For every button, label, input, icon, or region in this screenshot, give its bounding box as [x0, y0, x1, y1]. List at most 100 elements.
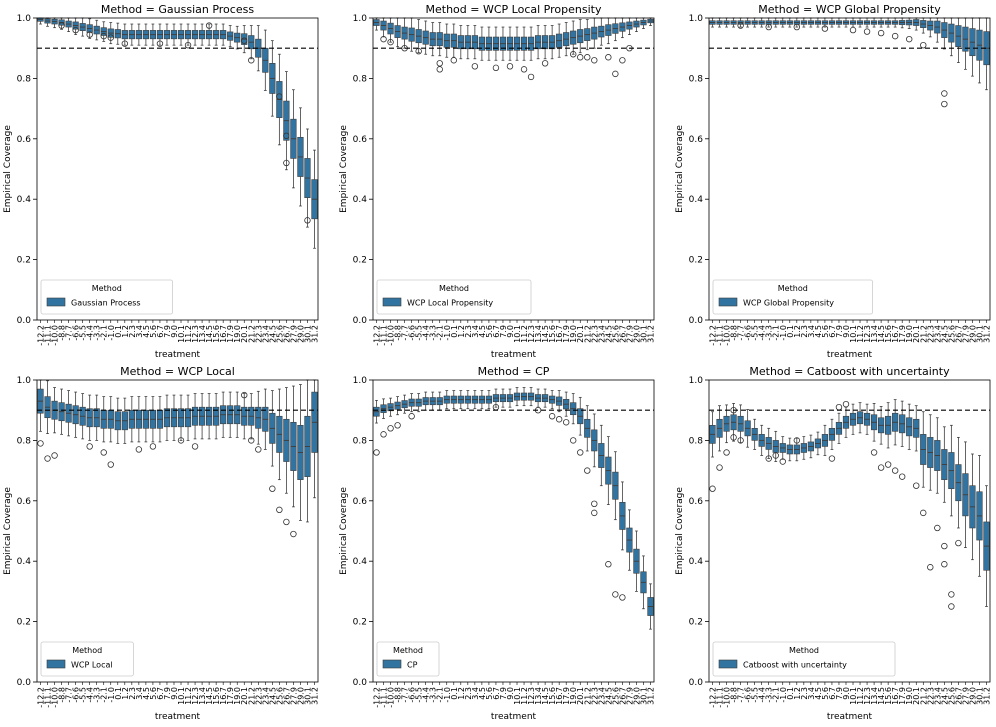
legend-title: Method	[439, 284, 469, 293]
x-tick-label: 25.6	[275, 325, 284, 343]
x-tick-label: 13.4	[534, 325, 543, 343]
x-tick-label: 4.5	[142, 687, 151, 700]
y-tick-label: 0.2	[353, 618, 367, 628]
x-tick-label: -10.0	[387, 687, 396, 708]
x-tick-label: 26.7	[954, 687, 963, 705]
x-tick-label: -8.8	[58, 325, 67, 341]
outlier-point	[283, 159, 290, 167]
x-tick-label: -6.6	[408, 325, 417, 341]
y-axis-label: Empirical Coverage	[675, 125, 685, 213]
x-tick-label: -2.1	[436, 325, 445, 341]
x-tick-label: -7.7	[401, 325, 410, 341]
x-tick-label: 30.1	[975, 687, 984, 705]
outlier-point	[821, 25, 829, 32]
x-tick-label: 2.3	[128, 687, 137, 700]
legend-box	[40, 279, 174, 315]
outlier-point	[100, 449, 107, 456]
outlier-point	[723, 449, 730, 456]
x-tick-label: 11.2	[856, 687, 865, 705]
axes-frame	[372, 379, 655, 683]
outlier-point	[898, 473, 906, 480]
outlier-point	[450, 57, 457, 64]
chart-title: Method = Gaussian Process	[101, 3, 254, 16]
x-tick-label: 20.1	[240, 687, 249, 705]
legend-label: WCP Global Propensity	[743, 299, 834, 308]
x-tick-label: 4.5	[814, 687, 823, 700]
outlier-point	[290, 530, 297, 538]
y-axis-label: Empirical Coverage	[3, 487, 13, 575]
outlier-point	[520, 66, 528, 73]
x-tick-label: 14.5	[877, 687, 886, 705]
y-tick-label: 0.8	[17, 74, 32, 84]
x-tick-label: -4.4	[422, 325, 431, 341]
x-tick-label: 3.4	[471, 325, 480, 338]
x-tick-label: 29.0	[632, 325, 641, 343]
axes-frame	[708, 17, 991, 321]
outlier-point	[415, 48, 422, 55]
x-tick-label: -12.2	[709, 325, 718, 346]
x-tick-label: 17.9	[898, 687, 907, 705]
x-tick-label: -3.3	[93, 325, 102, 341]
outlier-point	[793, 23, 801, 31]
x-tick-label: 22.3	[926, 325, 935, 343]
x-tick-label: 1.2	[457, 325, 466, 338]
x-tick-label: 12.3	[863, 687, 872, 705]
y-tick-label: 0.2	[17, 618, 31, 628]
x-tick-label: 9.0	[506, 325, 515, 338]
x-tick-label: -3.3	[765, 687, 774, 703]
x-tick-label: 5.6	[149, 687, 158, 700]
outlier-point	[492, 64, 500, 72]
x-tick-label: 1.2	[121, 687, 130, 700]
y-tick-label: 0.4	[353, 195, 368, 205]
x-tick-label: 31.2	[646, 687, 655, 705]
outlier-point	[891, 467, 899, 474]
x-tick-label: 13.4	[870, 325, 879, 343]
x-tick-label: 15.6	[884, 687, 893, 705]
x-tick-label: 27.9	[289, 687, 298, 705]
x-tick-label: 9.0	[506, 687, 515, 700]
x-tick-label: -6.6	[744, 687, 753, 703]
outlier-point	[934, 524, 941, 532]
outlier-point	[612, 591, 619, 598]
x-tick-label: -10.0	[723, 325, 732, 346]
x-tick-label: 22.3	[254, 687, 263, 705]
legend-title: Method	[92, 284, 122, 293]
outlier-point	[884, 461, 892, 468]
x-tick-label: -4.4	[86, 687, 95, 703]
outlier-point	[135, 446, 143, 453]
outlier-point	[100, 32, 107, 40]
x-tick-label: 23.4	[597, 325, 606, 343]
outlier-point	[156, 40, 164, 47]
x-tick-label: 20.1	[912, 325, 921, 343]
x-tick-label: 2.3	[464, 687, 473, 700]
x-tick-label: -11.1	[716, 687, 725, 708]
outlier-point	[835, 403, 843, 411]
outlier-point	[849, 26, 857, 34]
x-tick-label: -10.0	[387, 325, 396, 346]
y-tick-label: 0.2	[689, 256, 703, 266]
x-tick-label: 3.4	[471, 687, 480, 700]
y-tick-label: 0.6	[17, 135, 32, 145]
legend-label: WCP Local Propensity	[407, 299, 493, 308]
x-tick-label: 25.6	[275, 687, 284, 705]
x-tick-label: 22.3	[590, 687, 599, 705]
outlier-point	[941, 561, 948, 568]
outlier-point	[562, 419, 570, 426]
x-tick-label: 3.4	[135, 325, 144, 338]
y-tick-label: 0.6	[353, 135, 368, 145]
outlier-point	[906, 35, 913, 43]
y-axis-label: Empirical Coverage	[339, 125, 349, 213]
outlier-point	[107, 34, 114, 41]
x-tick-label: -6.6	[72, 325, 81, 341]
legend-label: CP	[407, 661, 418, 670]
x-tick-label: 6.7	[492, 325, 501, 338]
y-tick-label: 0.2	[17, 256, 31, 266]
x-tick-label: 23.4	[261, 325, 270, 343]
y-tick-label: 1.0	[689, 376, 704, 386]
x-tick-label: -11.1	[380, 325, 389, 346]
x-tick-label: 10.1	[849, 687, 858, 705]
outlier-point	[436, 60, 443, 67]
x-tick-label: 1.2	[121, 325, 130, 338]
x-axis-label: treatment	[155, 712, 201, 722]
outlier-point	[591, 500, 598, 508]
